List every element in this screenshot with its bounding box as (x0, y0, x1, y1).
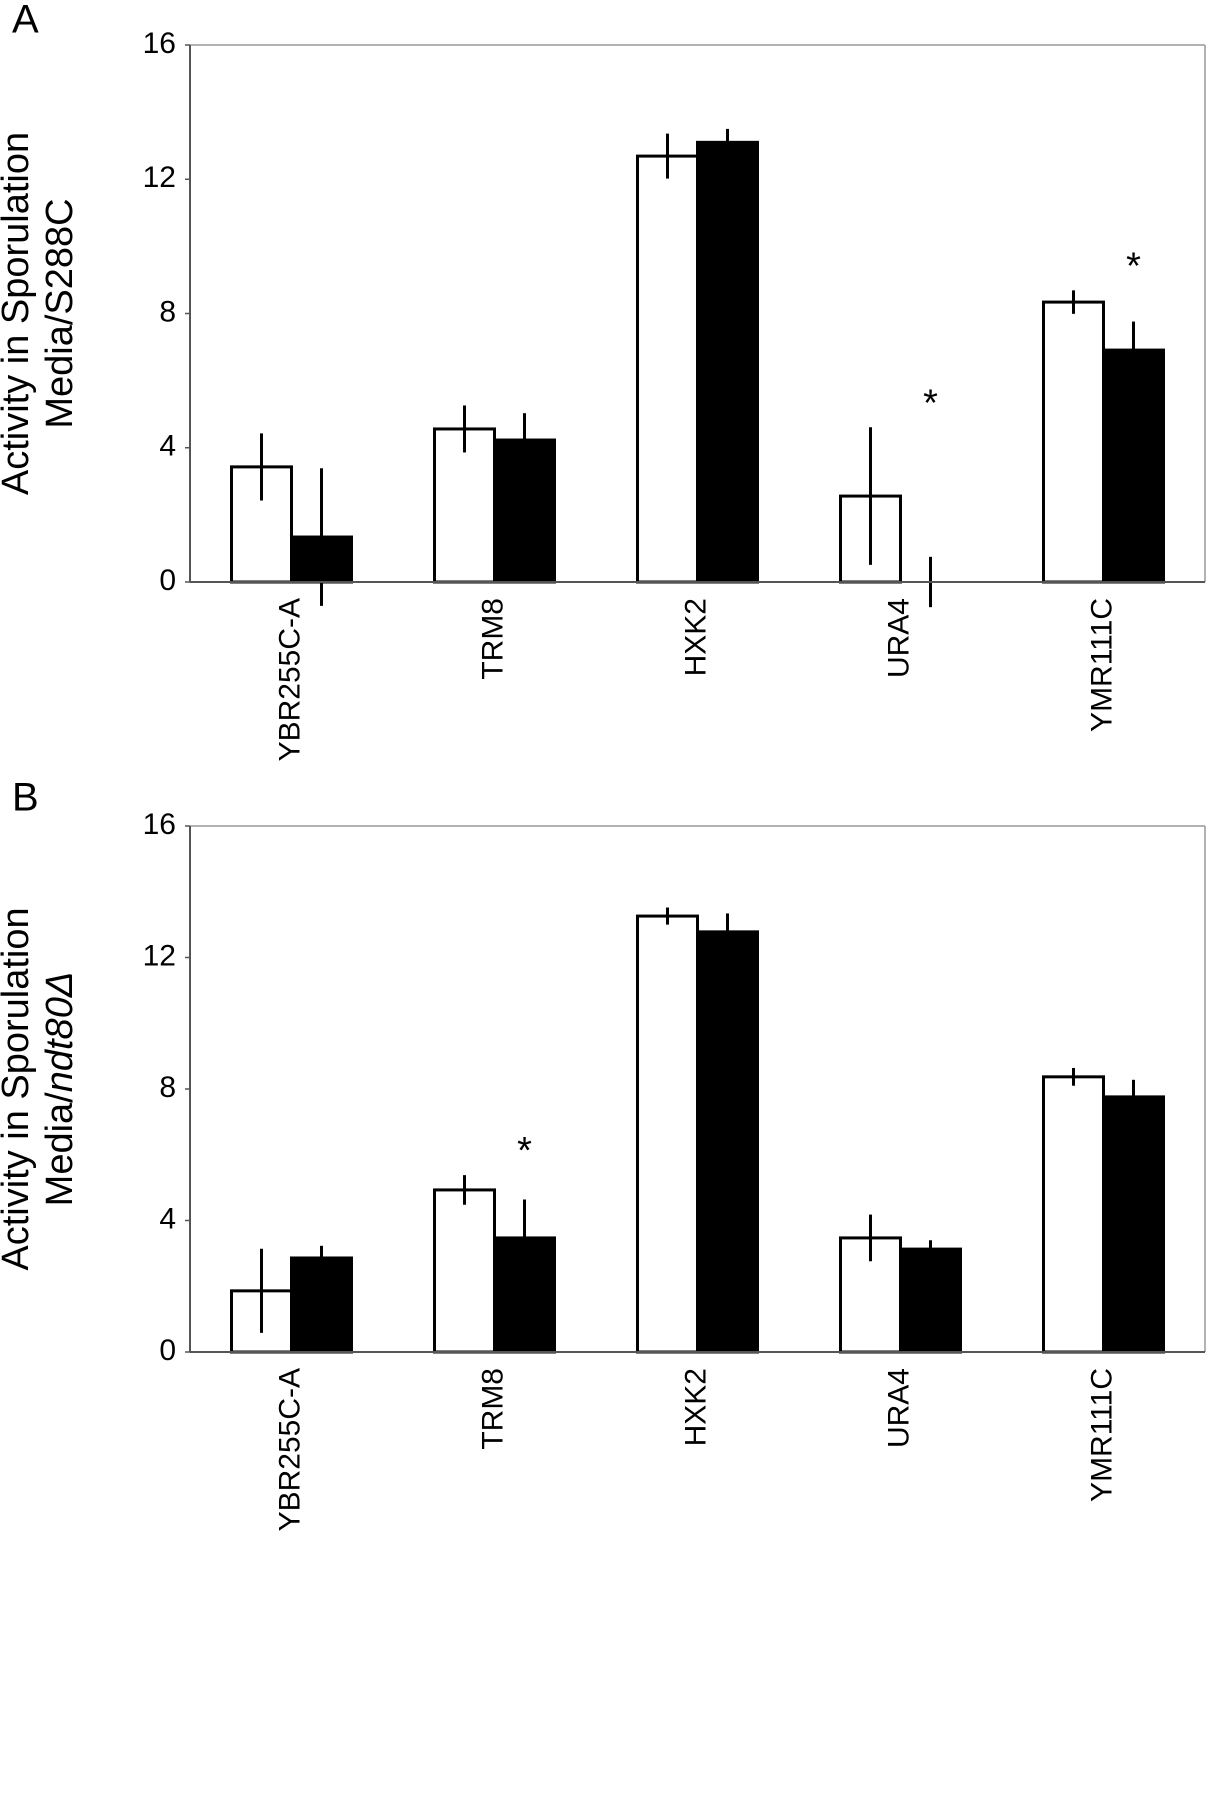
y-axis-title: Activity in SporulationMedia/S288C (0, 132, 81, 495)
y-tick-label: 0 (159, 1334, 176, 1367)
bar (636, 914, 699, 1354)
bar (1042, 300, 1105, 584)
bar (696, 930, 759, 1354)
x-tick-label: HXK2 (679, 1368, 712, 1446)
y-axis-title-italic: ndt80Δ (39, 972, 81, 1093)
annotation: * (923, 382, 938, 424)
x-tick-label: HXK2 (679, 598, 712, 676)
y-tick-label: 16 (143, 808, 176, 841)
annotation: * (1126, 245, 1141, 287)
y-axis-title-line: Media/ (39, 1092, 81, 1206)
x-tick-label: TRM8 (476, 1368, 509, 1450)
panel-label: A (12, 0, 39, 42)
y-tick-label: 16 (143, 27, 176, 60)
y-tick-label: 4 (159, 1202, 176, 1235)
x-tick-label: URA4 (882, 1368, 915, 1448)
x-tick-label: YBR255C-A (273, 598, 306, 761)
bar (1102, 1095, 1165, 1354)
bar (290, 1256, 353, 1354)
x-tick-label: URA4 (882, 598, 915, 678)
y-axis-title-line: Media/S288C (39, 198, 81, 428)
bar (433, 1188, 496, 1354)
bar (899, 1247, 962, 1354)
x-tick-label: YMR111C (1085, 598, 1118, 732)
bar (1042, 1075, 1105, 1354)
x-tick-label: YMR111C (1085, 1368, 1118, 1502)
panel-label: B (12, 776, 39, 820)
x-tick-label: TRM8 (476, 598, 509, 680)
annotation: * (517, 1130, 532, 1172)
y-tick-label: 8 (159, 1071, 176, 1104)
y-tick-label: 12 (143, 161, 176, 194)
bar (696, 140, 759, 584)
y-axis-title-line: Activity in Sporulation (0, 132, 37, 495)
y-axis-title: Activity in SporulationMedia/ndt80Δ (0, 907, 81, 1270)
y-tick-label: 12 (143, 939, 176, 972)
y-tick-label: 4 (159, 430, 176, 463)
x-tick-label: YBR255C-A (273, 1368, 306, 1531)
y-axis-title-line: Activity in Sporulation (0, 907, 37, 1270)
bar (1102, 348, 1165, 584)
y-tick-label: 8 (159, 295, 176, 328)
y-tick-label: 0 (159, 564, 176, 597)
bar (636, 154, 699, 584)
